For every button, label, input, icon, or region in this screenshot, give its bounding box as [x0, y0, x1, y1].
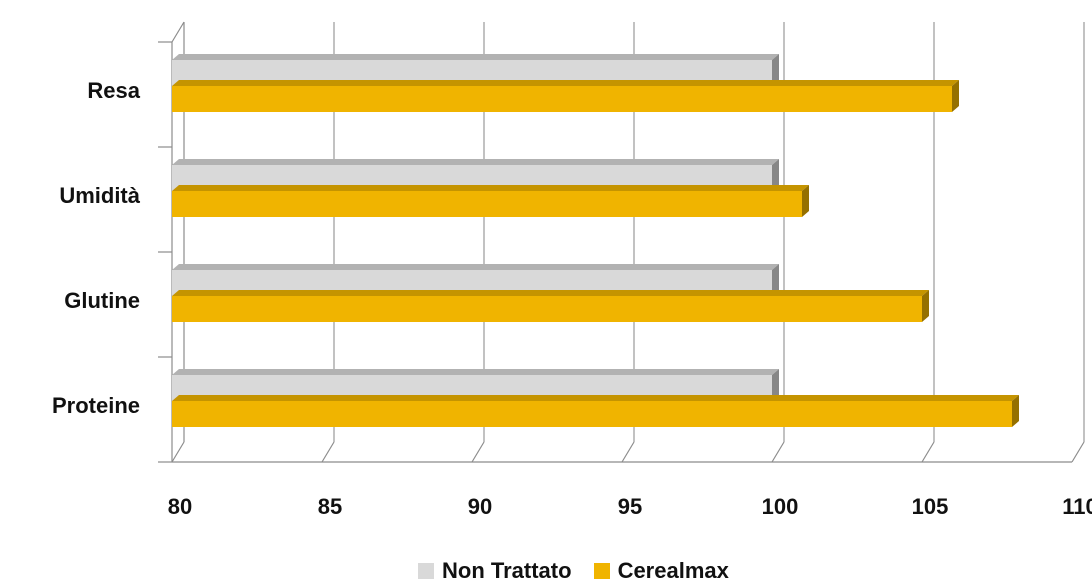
bar: [172, 191, 802, 217]
bar-top-face: [172, 290, 929, 296]
legend-swatch-cerealmax: [594, 563, 610, 579]
bar-top-face: [172, 369, 779, 375]
legend-swatch-non-trattato: [418, 563, 434, 579]
legend-item-non-trattato: Non Trattato: [418, 558, 572, 584]
chart-legend: Non Trattato Cerealmax: [418, 558, 729, 584]
category-label: Glutine: [64, 288, 140, 313]
legend-label-cerealmax: Cerealmax: [618, 558, 729, 584]
x-tick-label: 95: [618, 494, 642, 519]
floor-gridline: [172, 442, 184, 462]
x-tick-label: 105: [912, 494, 949, 519]
floor-gridline: [922, 442, 934, 462]
bar-top-face: [172, 395, 1019, 401]
wall-top-edge: [172, 22, 184, 42]
bar: [172, 401, 1012, 427]
x-tick-label: 85: [318, 494, 342, 519]
bar: [172, 86, 952, 112]
floor-gridline: [1072, 442, 1084, 462]
bar-top-face: [172, 185, 809, 191]
x-tick-label: 110: [1062, 494, 1092, 519]
legend-item-cerealmax: Cerealmax: [594, 558, 729, 584]
floor-gridline: [772, 442, 784, 462]
legend-label-non-trattato: Non Trattato: [442, 558, 572, 584]
bar-top-face: [172, 159, 779, 165]
x-tick-label: 100: [762, 494, 799, 519]
category-label: Proteine: [52, 393, 140, 418]
floor-gridline: [322, 442, 334, 462]
floor-gridline: [472, 442, 484, 462]
bar-top-face: [172, 54, 779, 60]
floor-gridline: [622, 442, 634, 462]
x-tick-label: 90: [468, 494, 492, 519]
x-tick-label: 80: [168, 494, 192, 519]
category-label: Resa: [87, 78, 140, 103]
bar-top-face: [172, 264, 779, 270]
bar: [172, 296, 922, 322]
bar-top-face: [172, 80, 959, 86]
category-label: Umidità: [59, 183, 140, 208]
